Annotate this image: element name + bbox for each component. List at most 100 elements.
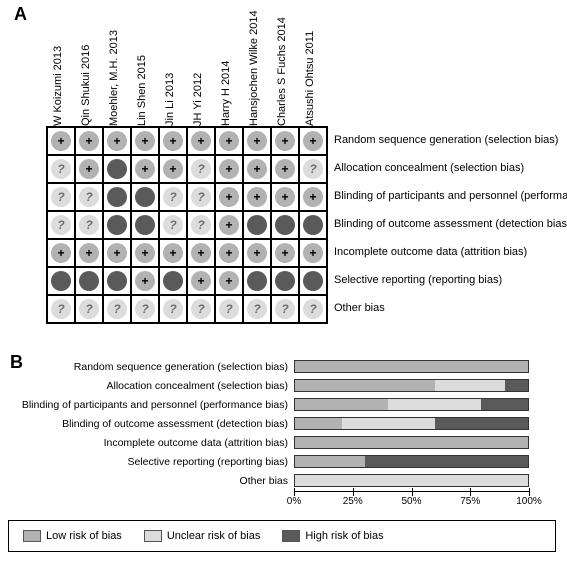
risk-dot-high — [135, 215, 155, 235]
bar-segment-low — [295, 361, 528, 372]
stacked-bar-area: Random sequence generation (selection bi… — [8, 358, 558, 489]
bar-segment-high — [481, 399, 528, 410]
risk-dot-unclear: ? — [135, 299, 155, 319]
grid-cell: + — [131, 267, 159, 295]
grid-cell: + — [47, 127, 75, 155]
risk-of-bias-grid: ++++++++++?+++?+++?????++++????+++++++++… — [46, 126, 328, 324]
grid-cell: + — [215, 211, 243, 239]
study-header: Hansjochen Wilke 2014 — [248, 112, 260, 126]
risk-dot-high — [135, 187, 155, 207]
grid-cell: ? — [131, 295, 159, 323]
grid-cell: ? — [47, 155, 75, 183]
grid-cell: + — [215, 183, 243, 211]
risk-dot-low: + — [163, 159, 183, 179]
bar-track — [294, 455, 529, 468]
study-header: Harry H 2014 — [220, 112, 232, 126]
legend-label: Low risk of bias — [46, 530, 122, 542]
grid-cell — [159, 267, 187, 295]
risk-dot-unclear: ? — [303, 299, 323, 319]
grid-cell — [103, 267, 131, 295]
grid-cell — [271, 267, 299, 295]
risk-dot-low: + — [247, 159, 267, 179]
axis-tick — [470, 488, 471, 496]
grid-cell — [243, 211, 271, 239]
risk-dot-low: + — [247, 243, 267, 263]
domain-label: Other bias — [334, 294, 567, 322]
study-header: Jin Li 2013 — [164, 112, 176, 126]
risk-dot-low: + — [79, 131, 99, 151]
risk-dot-low: + — [219, 215, 239, 235]
risk-dot-high — [275, 215, 295, 235]
bar-track — [294, 436, 529, 449]
grid-cell: + — [271, 127, 299, 155]
grid-cell: ? — [299, 295, 327, 323]
grid-row: ????++++ — [47, 183, 327, 211]
risk-dot-high — [303, 215, 323, 235]
axis-tick — [529, 488, 530, 496]
risk-dot-unclear: ? — [107, 299, 127, 319]
x-axis: 0%25%50%75%100% — [294, 491, 529, 510]
risk-dot-low: + — [163, 131, 183, 151]
grid-cell: ? — [215, 295, 243, 323]
grid-cell: + — [131, 127, 159, 155]
grid-cell: ? — [75, 295, 103, 323]
grid-cell: ? — [47, 211, 75, 239]
risk-dot-low: + — [275, 131, 295, 151]
legend-swatch — [282, 530, 300, 542]
grid-cell: + — [215, 267, 243, 295]
legend-label: High risk of bias — [305, 530, 383, 542]
risk-dot-high — [79, 271, 99, 291]
grid-cell: + — [243, 155, 271, 183]
risk-dot-low: + — [135, 271, 155, 291]
grid-cell: ? — [75, 211, 103, 239]
grid-cell: ? — [159, 295, 187, 323]
risk-dot-unclear: ? — [303, 159, 323, 179]
bar-track — [294, 474, 529, 487]
grid-cell: + — [159, 155, 187, 183]
risk-dot-high — [303, 271, 323, 291]
risk-dot-unclear: ? — [191, 187, 211, 207]
legend-item: High risk of bias — [282, 530, 383, 542]
bar-segment-unclear — [435, 380, 505, 391]
study-header: W Koizumi 2013 — [52, 112, 64, 126]
grid-cell: + — [47, 239, 75, 267]
grid-row: ???? + — [47, 211, 327, 239]
grid-cell: + — [215, 239, 243, 267]
domain-label: Incomplete outcome data (attrition bias) — [334, 238, 567, 266]
axis-tick — [412, 488, 413, 496]
grid-cell: + — [187, 239, 215, 267]
bar-segment-high — [365, 456, 528, 467]
legend-item: Low risk of bias — [23, 530, 122, 542]
grid-cell — [75, 267, 103, 295]
grid-cell: ? — [47, 183, 75, 211]
grid-cell — [103, 155, 131, 183]
grid-cell: + — [243, 183, 271, 211]
axis-tick — [353, 488, 354, 496]
grid-row: ++++++++++ — [47, 127, 327, 155]
grid-cell: ? — [75, 183, 103, 211]
risk-dot-low: + — [79, 159, 99, 179]
risk-dot-low: + — [219, 271, 239, 291]
bar-label: Blinding of outcome assessment (detectio… — [8, 418, 294, 430]
risk-dot-unclear: ? — [191, 215, 211, 235]
bar-segment-unclear — [342, 418, 435, 429]
risk-dot-low: + — [247, 187, 267, 207]
study-header: Lin Shen 2015 — [136, 112, 148, 126]
risk-dot-unclear: ? — [79, 215, 99, 235]
bar-row: Allocation concealment (selection bias) — [8, 377, 558, 394]
grid-cell: + — [75, 155, 103, 183]
bar-track — [294, 379, 529, 392]
risk-dot-low: + — [303, 187, 323, 207]
risk-dot-low: + — [275, 243, 295, 263]
bar-track — [294, 360, 529, 373]
grid-cell — [103, 183, 131, 211]
bar-label: Blinding of participants and personnel (… — [8, 399, 294, 411]
axis-tick-label: 75% — [460, 496, 480, 507]
risk-dot-low: + — [303, 131, 323, 151]
risk-dot-unclear: ? — [163, 215, 183, 235]
study-header: Atsushi Ohtsu 2011 — [304, 112, 316, 126]
bar-segment-low — [295, 399, 388, 410]
risk-dot-unclear: ? — [51, 187, 71, 207]
bar-row: Selective reporting (reporting bias) — [8, 453, 558, 470]
axis-tick-label: 50% — [401, 496, 421, 507]
